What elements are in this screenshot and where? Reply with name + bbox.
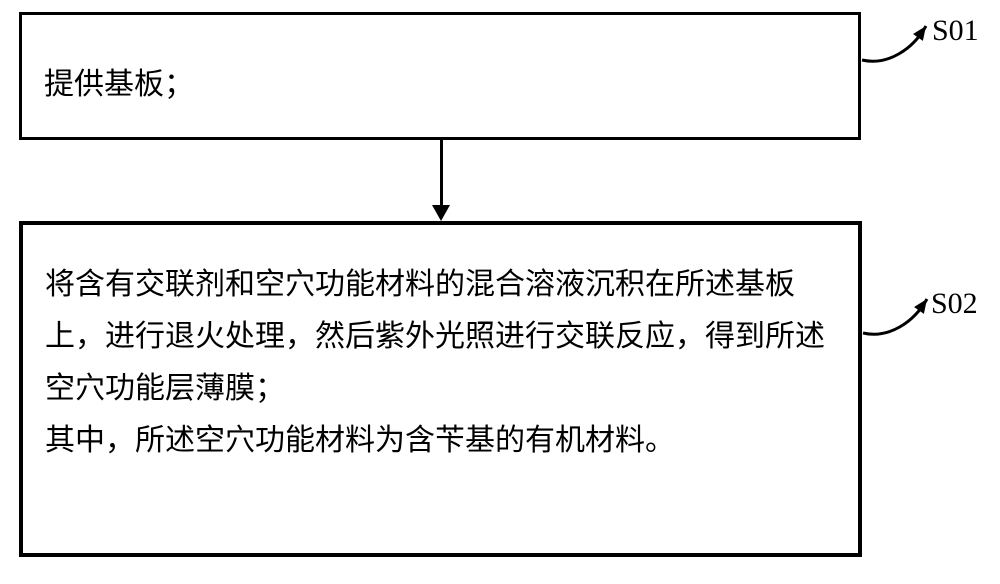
canvas: 提供基板； S01 将含有交联剂和空穴功能材料的混合溶液沉积在所述基板上，进行退… <box>0 0 1000 584</box>
pointer-arrow-s01 <box>858 14 938 74</box>
flow-step-s01-text: 提供基板； <box>44 59 836 111</box>
flow-step-s01: 提供基板； <box>19 12 861 140</box>
step-label-s02: S02 <box>931 287 978 321</box>
step-label-s01: S01 <box>932 14 979 48</box>
connector-arrow <box>440 140 443 205</box>
flow-step-s02: 将含有交联剂和空穴功能材料的混合溶液沉积在所述基板上，进行退火处理，然后紫外光照… <box>19 221 862 557</box>
flow-step-s02-text: 将含有交联剂和空穴功能材料的混合溶液沉积在所述基板上，进行退火处理，然后紫外光照… <box>45 259 836 467</box>
pointer-arrow-s02 <box>859 287 939 347</box>
